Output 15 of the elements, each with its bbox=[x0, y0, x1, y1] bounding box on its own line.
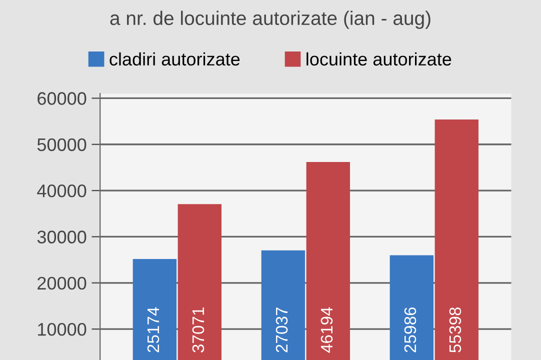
y-tick-label: 40000 bbox=[37, 184, 86, 198]
data-label: 46194 bbox=[320, 307, 333, 353]
y-tick-label: 50000 bbox=[37, 138, 86, 152]
y-tick-label: 30000 bbox=[37, 230, 86, 244]
y-tick-label: 20000 bbox=[38, 276, 86, 290]
legend-label: locuinte autorizate bbox=[306, 52, 452, 66]
y-tick-label: 60000 bbox=[38, 92, 86, 105]
legend-label: cladiri autorizate bbox=[110, 52, 240, 66]
data-label: 37071 bbox=[192, 308, 204, 352]
chart-title: a nr. de locuinte autorizate (ian - aug) bbox=[110, 10, 430, 29]
data-label: 55398 bbox=[449, 307, 462, 352]
y-tick-label: 10000 bbox=[38, 323, 86, 336]
data-label: 27037 bbox=[276, 308, 288, 352]
data-label: 25986 bbox=[404, 307, 416, 352]
data-label: 25174 bbox=[147, 307, 160, 352]
